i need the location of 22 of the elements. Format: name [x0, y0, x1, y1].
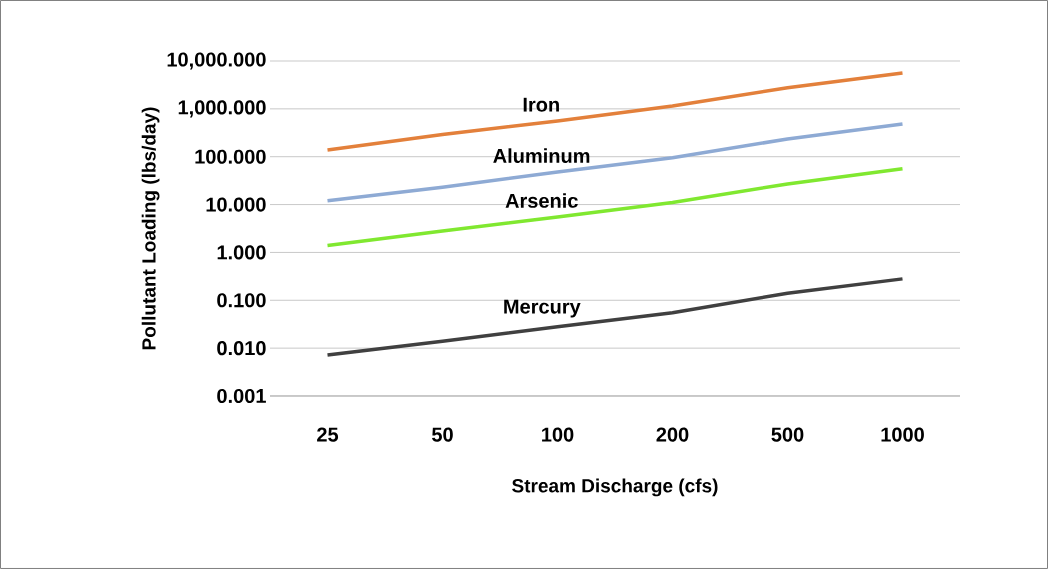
- y-tick-label: 0.100: [217, 293, 266, 308]
- y-tick-label: 1,000.000: [178, 100, 266, 118]
- y-tick-label: 10,000.000: [167, 52, 266, 70]
- x-tick-label: 1000: [881, 427, 924, 442]
- y-tick-label: 0.010: [217, 341, 266, 356]
- series-label: Aluminum: [493, 148, 590, 163]
- y-axis-title: Pollutant Loading (lbs/day): [141, 107, 160, 350]
- y-tick-label: 10.000: [206, 197, 266, 212]
- x-axis-title: Stream Discharge (cfs): [512, 478, 718, 497]
- series-label: Mercury: [504, 299, 581, 318]
- x-tick-label: 200: [656, 427, 689, 442]
- series-label: Arsenic: [505, 193, 578, 208]
- x-tick-label: 50: [432, 427, 453, 442]
- x-tick-label: 500: [771, 427, 804, 442]
- line-series: [325, 277, 905, 357]
- series-label: Iron: [523, 97, 559, 112]
- x-tick-label: 100: [542, 427, 574, 442]
- y-tick-label: 1.000: [217, 245, 266, 260]
- y-tick-label: 0.001: [217, 388, 266, 404]
- line-series: [325, 167, 905, 248]
- y-tick-label: 100.000: [195, 149, 266, 164]
- x-tick-label: 25: [317, 427, 339, 442]
